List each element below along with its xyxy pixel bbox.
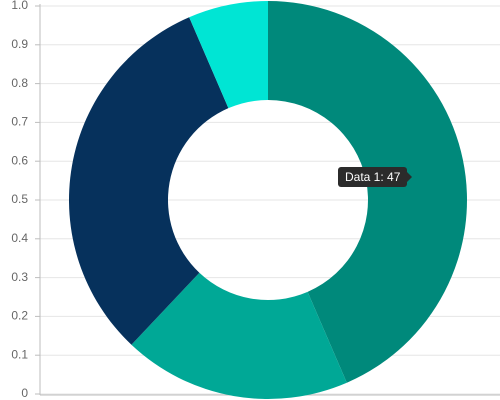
doughnut-slice-4[interactable] [189,1,268,109]
y-tick-label: 0.1 [11,347,28,361]
y-tick-label: 0.5 [11,192,28,206]
y-tick-label: 1.0 [11,0,28,12]
doughnut-slice-2[interactable] [131,272,347,399]
chart-tooltip: Data 1: 47 [338,167,413,187]
y-tick-label: 0.7 [11,115,28,129]
doughnut-slice-3[interactable] [68,17,229,345]
doughnut-slices [68,1,467,399]
y-tick-label: 0.3 [11,270,28,284]
y-tick-label: 0.8 [11,76,28,90]
y-tick-label: 0.4 [11,231,28,245]
y-tick-label: 0.6 [11,153,28,167]
y-axis-ticks: 0 0.1 0.2 0.3 0.4 0.5 0.6 0.7 0.8 0.9 1.0 [11,0,40,400]
doughnut-slice-1[interactable] [268,1,467,383]
y-tick-label: 0.9 [11,37,28,51]
y-tick-label: 0 [21,386,28,400]
y-tick-label: 0.2 [11,309,28,323]
